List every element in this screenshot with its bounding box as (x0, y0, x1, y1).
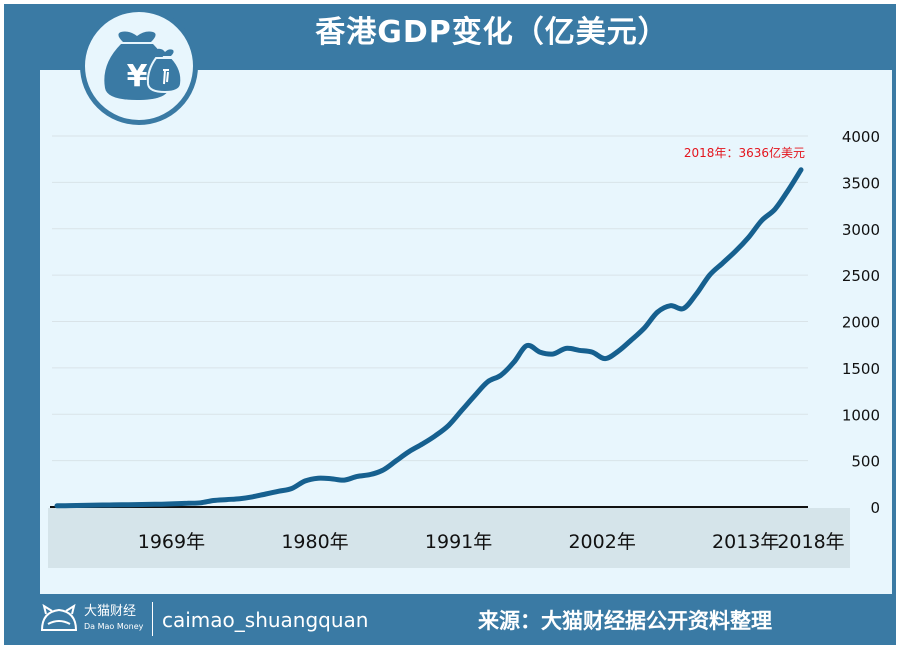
y-tick-label: 4000 (842, 128, 880, 146)
x-tick-label: 1980年 (281, 531, 348, 553)
x-tick-label: 2013年 (712, 531, 779, 553)
footer-divider (152, 602, 153, 636)
y-tick-label: 3000 (842, 221, 880, 239)
series-line-gdp (54, 167, 804, 509)
footer-handle: caimao_shuangquan (162, 608, 369, 632)
brand-name-en: Da Mao Money (84, 622, 144, 631)
footer-source: 来源：大猫财经据公开资料整理 (478, 609, 772, 633)
y-tick-label: 500 (851, 453, 880, 471)
y-axis-ticks: 0 500 1000 1500 2000 2500 3000 3500 4000 (842, 128, 880, 517)
yen-symbol: ¥ (127, 59, 148, 94)
x-tick-label: 2002年 (568, 531, 635, 553)
x-axis-band (48, 508, 850, 568)
money-bag-icon: ¥ (104, 31, 183, 100)
annotation-2018: 2018年：3636亿美元 (684, 145, 805, 160)
y-tick-label: 1000 (842, 406, 880, 424)
y-tick-label: 1500 (842, 360, 880, 378)
brand-name: 大猫财经 (84, 604, 137, 619)
chart-title: 香港GDP变化（亿美元） (315, 15, 669, 50)
x-tick-label: 1969年 (138, 531, 205, 553)
gridlines (52, 135, 808, 462)
y-tick-label: 2500 (842, 267, 880, 285)
x-tick-label: 1991年 (425, 531, 492, 553)
x-tick-label: 2018年 (777, 531, 844, 553)
y-tick-label: 0 (870, 499, 880, 517)
y-tick-label: 2000 (842, 314, 880, 332)
damao-logo-icon (40, 604, 78, 631)
y-tick-label: 3500 (842, 174, 880, 192)
badge-circle: ¥ (80, 7, 198, 125)
